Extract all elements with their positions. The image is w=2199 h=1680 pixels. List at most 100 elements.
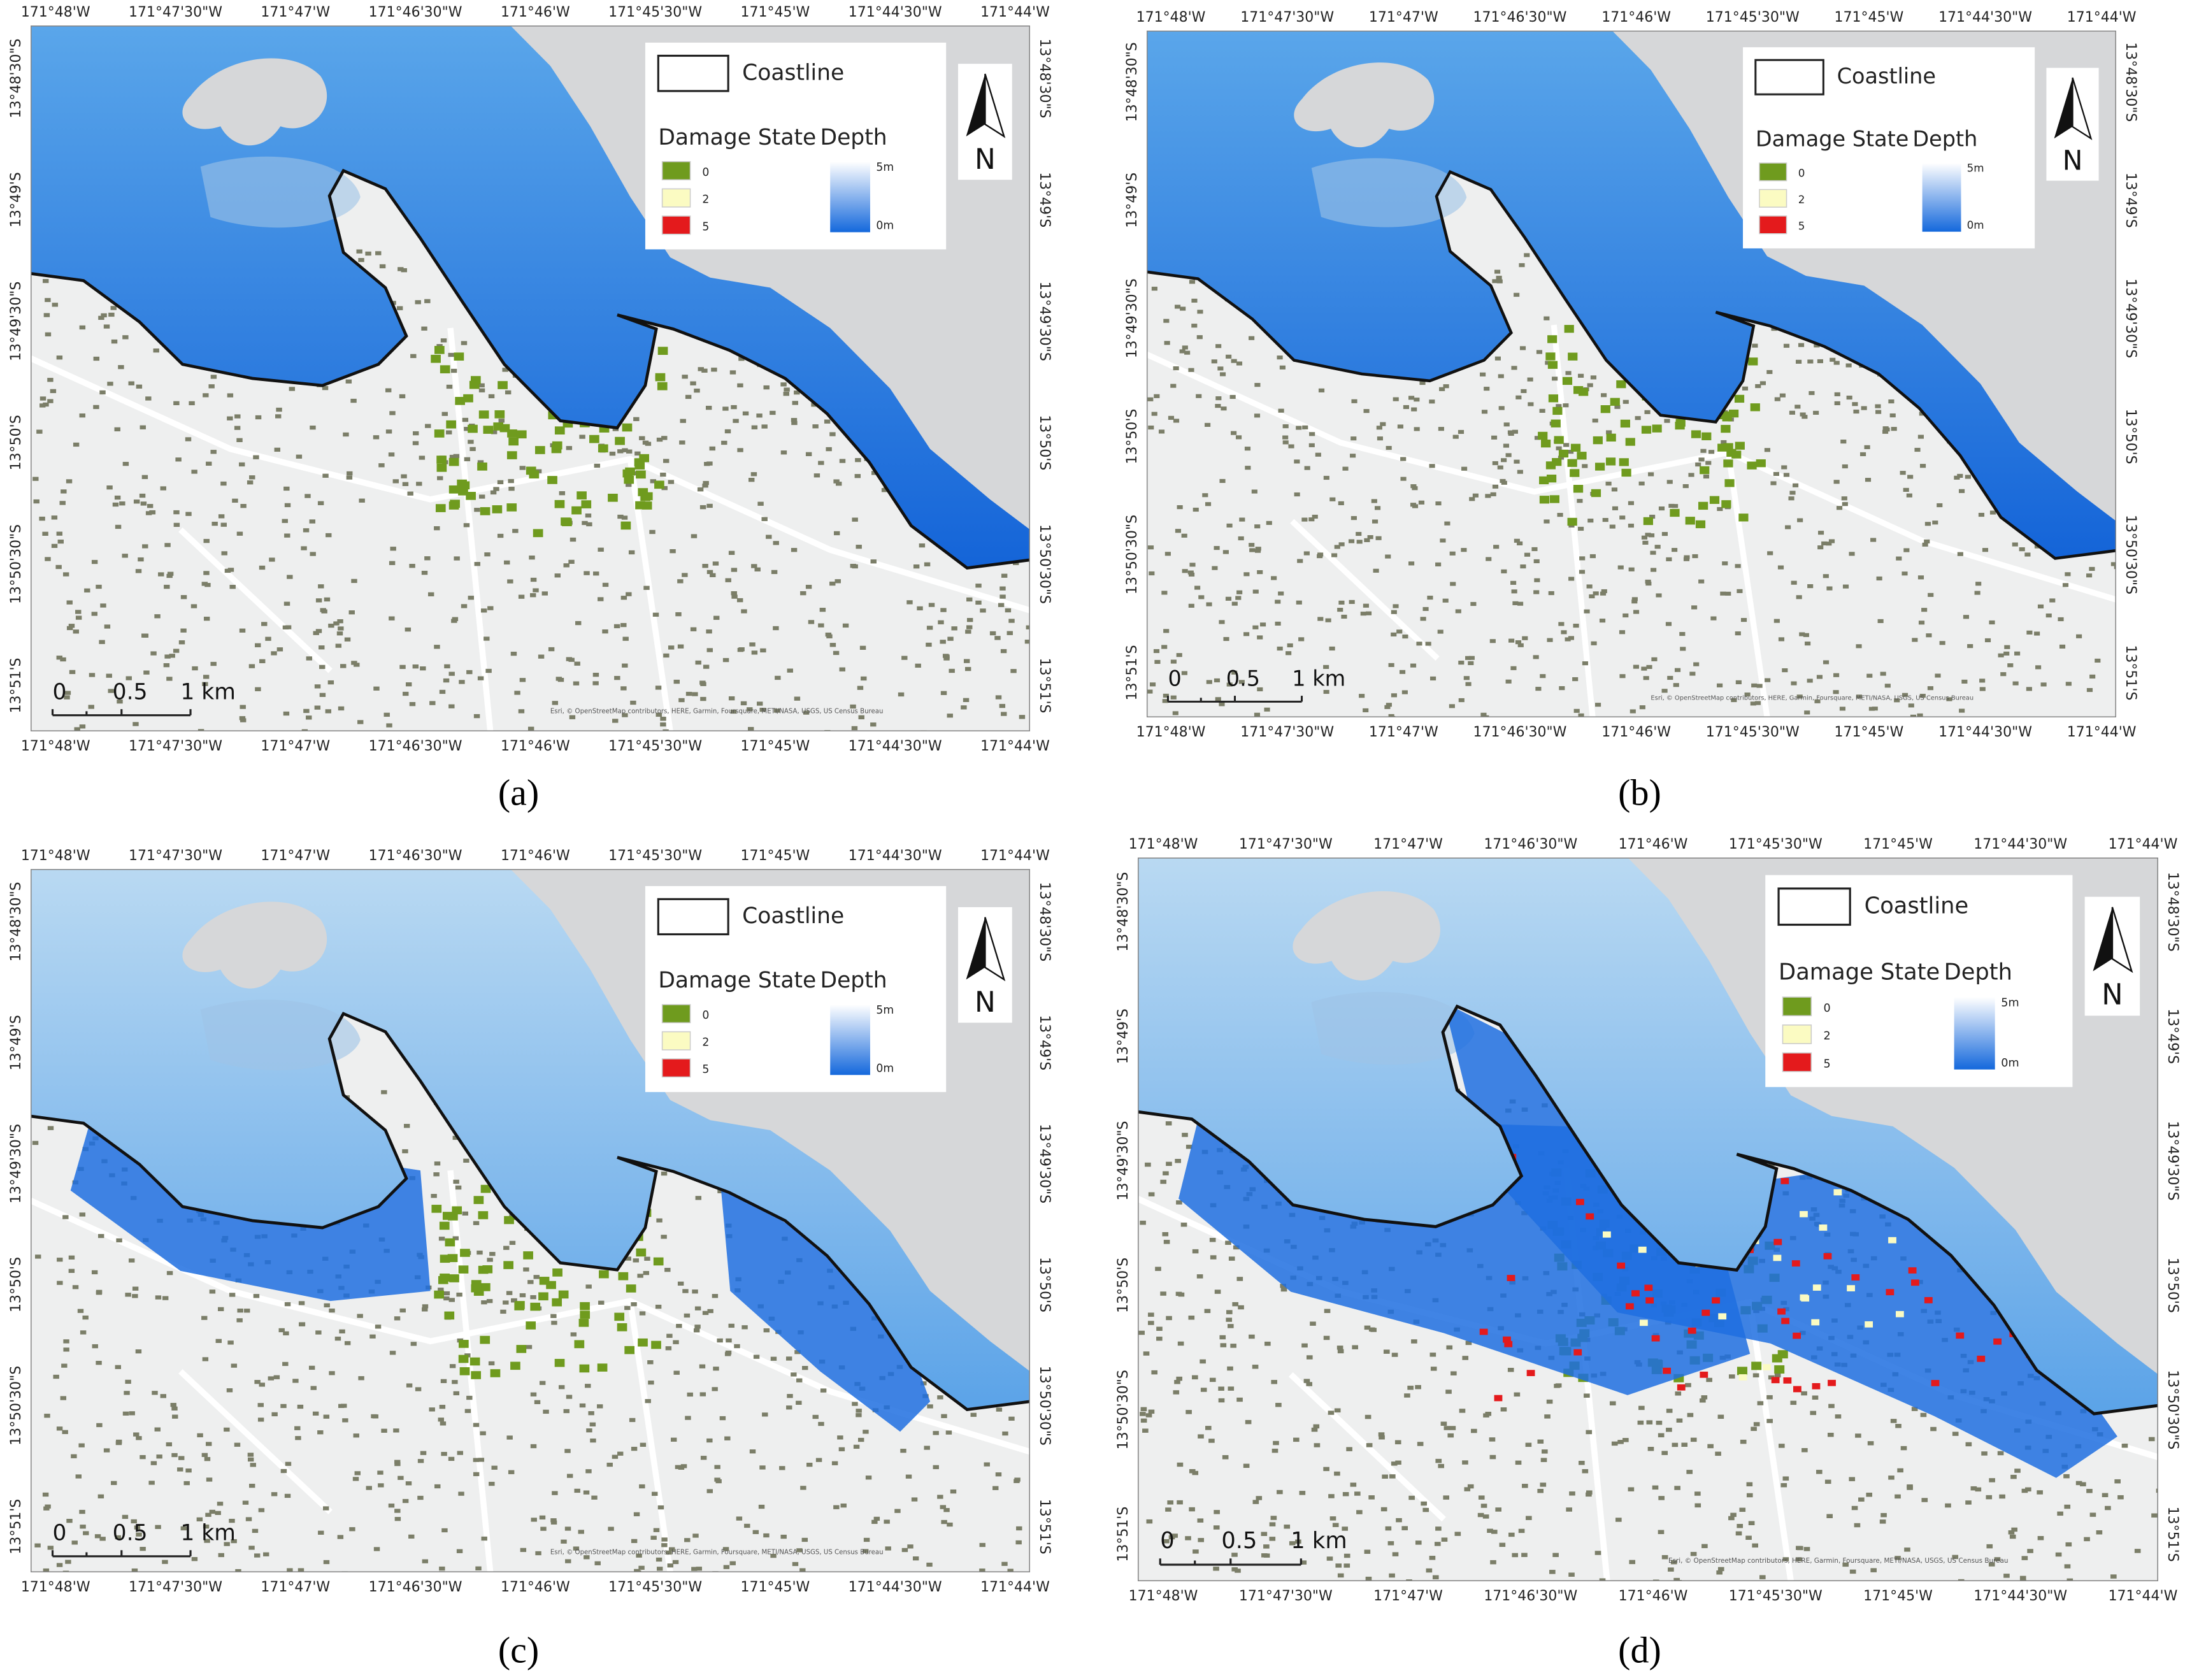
- building: [493, 487, 499, 491]
- building: [248, 664, 255, 668]
- building: [675, 1465, 682, 1469]
- building: [1218, 1398, 1225, 1403]
- building: [563, 1409, 569, 1414]
- building: [2134, 1549, 2141, 1553]
- building: [135, 569, 142, 573]
- building: [665, 1346, 672, 1351]
- building: [71, 1540, 78, 1545]
- building: [1458, 429, 1465, 434]
- building: [166, 573, 173, 578]
- legend-label: 5: [1824, 1058, 1831, 1070]
- building: [412, 441, 419, 445]
- building: [1633, 610, 1640, 614]
- building: [1842, 584, 1849, 589]
- building: [62, 572, 69, 577]
- building: [1182, 569, 1188, 573]
- building: [702, 1310, 709, 1316]
- building: [1325, 618, 1331, 622]
- building: [856, 1409, 862, 1413]
- building-damage-0: [580, 1310, 591, 1319]
- building-damage-0: [1570, 469, 1580, 477]
- building: [452, 1236, 459, 1240]
- building: [1974, 591, 1981, 595]
- building: [1311, 1427, 1318, 1432]
- building-damage-0: [1670, 508, 1680, 517]
- building: [856, 1413, 862, 1418]
- building: [1828, 539, 1835, 543]
- building: [1391, 632, 1397, 636]
- building: [1214, 1510, 1220, 1514]
- building: [1701, 1395, 1708, 1400]
- building: [141, 475, 148, 479]
- building: [240, 504, 247, 508]
- building: [1849, 1477, 1856, 1481]
- building: [2151, 1513, 2158, 1518]
- building: [2008, 1530, 2015, 1535]
- building: [1673, 683, 1679, 687]
- building: [409, 701, 416, 707]
- building-damage-0: [578, 1319, 589, 1327]
- building: [940, 691, 947, 695]
- legend-label: 0: [702, 1009, 709, 1022]
- building: [366, 1486, 372, 1490]
- building: [504, 560, 510, 565]
- building: [1957, 552, 1963, 556]
- building: [1926, 633, 1932, 638]
- building: [1840, 439, 1847, 444]
- building: [751, 564, 757, 568]
- building: [786, 1405, 792, 1410]
- building: [947, 636, 954, 641]
- building: [1168, 415, 1175, 420]
- building: [1429, 1353, 1436, 1357]
- building: [728, 1323, 734, 1328]
- building: [669, 1547, 675, 1551]
- building: [473, 714, 480, 719]
- building: [154, 1427, 161, 1432]
- building: [283, 486, 290, 491]
- building: [1783, 343, 1790, 348]
- building: [538, 654, 545, 659]
- building: [666, 1333, 673, 1338]
- building-damage-0: [1539, 476, 1549, 485]
- building: [1753, 1422, 1760, 1426]
- building-damage-5: [1886, 1289, 1895, 1296]
- building: [478, 388, 485, 392]
- building: [1635, 416, 1641, 420]
- building: [96, 584, 102, 589]
- building: [1880, 1512, 1887, 1518]
- building-damage-0: [547, 476, 557, 484]
- building: [1809, 391, 1815, 396]
- building: [510, 651, 517, 656]
- building: [1189, 563, 1196, 567]
- building: [1521, 1553, 1528, 1557]
- building: [1400, 457, 1407, 461]
- building: [1963, 615, 1970, 619]
- building: [284, 1302, 291, 1307]
- building: [1622, 613, 1629, 618]
- building: [829, 581, 836, 586]
- building: [1356, 531, 1362, 536]
- building: [940, 608, 947, 612]
- building: [530, 577, 537, 582]
- building: [1323, 475, 1329, 480]
- building: [1803, 633, 1809, 637]
- building: [1500, 1407, 1507, 1412]
- building: [625, 1256, 631, 1261]
- building: [853, 1444, 860, 1449]
- building-damage-0: [1593, 436, 1603, 445]
- building: [229, 1293, 236, 1297]
- building: [1191, 298, 1198, 303]
- building: [826, 447, 832, 452]
- building: [1160, 1179, 1166, 1184]
- building: [1410, 484, 1417, 489]
- building: [1512, 1553, 1519, 1558]
- building: [737, 383, 743, 388]
- building: [1356, 1510, 1363, 1514]
- latitude-label: 13°49'S: [1036, 1015, 1052, 1070]
- building: [979, 1542, 985, 1547]
- building-damage-0: [1620, 419, 1630, 428]
- building: [1748, 1521, 1755, 1526]
- building: [1275, 621, 1281, 626]
- building: [1512, 601, 1519, 605]
